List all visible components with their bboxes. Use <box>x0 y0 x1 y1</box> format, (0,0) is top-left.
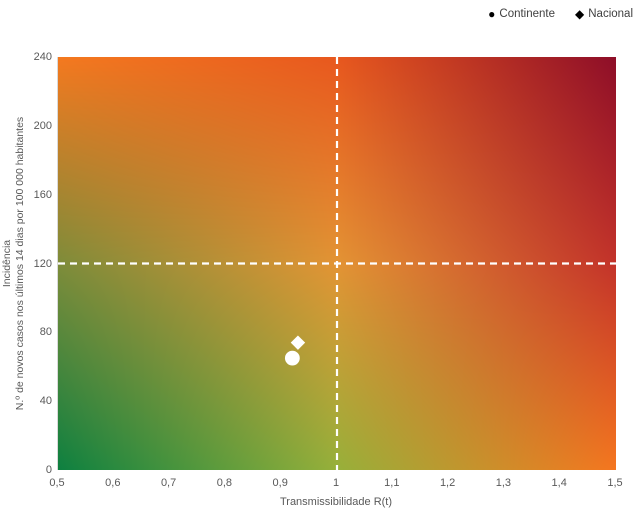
circle-marker-icon: ● <box>488 7 496 21</box>
legend-entry-continente: ● Continente <box>488 8 555 20</box>
y-axis-title-line1: Incidência <box>1 239 13 288</box>
x-tick-label: 0,8 <box>216 477 233 489</box>
x-axis-title: Transmissibilidade R(t) <box>279 496 393 508</box>
x-tick-label: 1,1 <box>384 477 400 489</box>
chart-overlay <box>58 57 616 470</box>
y-tick-label: 240 <box>33 51 52 63</box>
y-tick-label: 160 <box>33 188 52 201</box>
y-tick-label: 80 <box>39 326 52 339</box>
x-tick-label: 1,3 <box>495 477 512 489</box>
x-tick-label: 1 <box>332 477 340 489</box>
y-tick-label: 120 <box>33 257 52 270</box>
chart-legend: ● Continente ◆ Nacional <box>488 8 633 20</box>
y-tick-label: 200 <box>33 119 52 132</box>
x-tick-label: 0,5 <box>49 477 65 489</box>
x-tick-label: 1,5 <box>607 477 623 489</box>
x-tick-label: 0,6 <box>105 477 121 489</box>
x-tick-label: 1,4 <box>551 477 567 489</box>
legend-label-continente: Continente <box>499 8 556 20</box>
continente-marker <box>284 350 300 366</box>
plot-area <box>57 57 616 470</box>
y-tick-label: 40 <box>39 395 52 408</box>
legend-entry-nacional: ◆ Nacional <box>575 8 633 20</box>
diamond-marker-icon: ◆ <box>575 7 585 21</box>
legend-label-nacional: Nacional <box>588 8 633 20</box>
nacional-marker <box>290 335 306 350</box>
y-tick-label: 0 <box>45 464 52 476</box>
x-tick-label: 0,9 <box>272 477 288 489</box>
x-tick-label: 0,7 <box>160 477 177 489</box>
x-tick-label: 1,2 <box>439 477 456 489</box>
